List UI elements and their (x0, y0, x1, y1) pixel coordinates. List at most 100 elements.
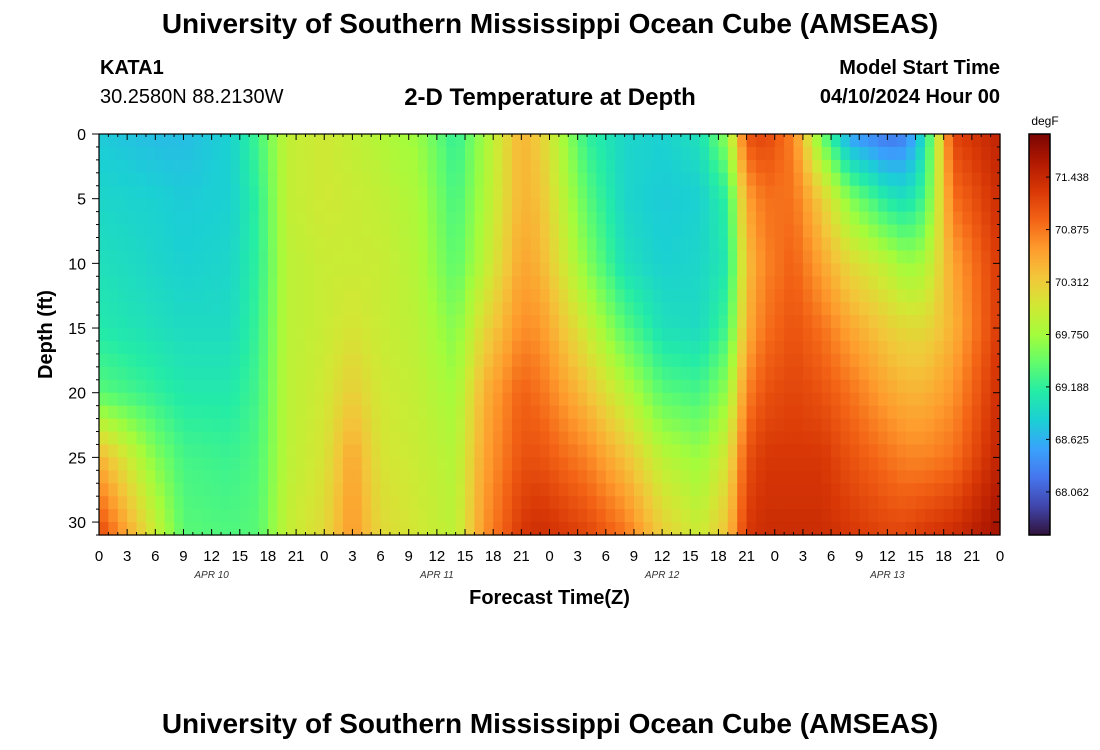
heatmap-cell (446, 185, 457, 200)
heatmap-cell (446, 250, 457, 264)
heatmap-cell (99, 470, 109, 484)
y-tick-label: 25 (68, 450, 86, 467)
heatmap-cell (502, 250, 513, 264)
heatmap-cell (596, 276, 607, 290)
heatmap-cell (239, 392, 250, 407)
heatmap-cell (136, 405, 147, 420)
heatmap-cell (906, 457, 917, 471)
heatmap-cell (324, 250, 335, 264)
heatmap-cell (568, 509, 579, 523)
heatmap-cell (446, 353, 457, 368)
heatmap-cell (192, 340, 203, 355)
heatmap-cell (277, 483, 288, 497)
heatmap-cell (145, 405, 156, 420)
date-label: APR 13 (869, 570, 905, 581)
heatmap-cell (230, 431, 241, 446)
heatmap-cell (230, 276, 241, 290)
heatmap-cell (737, 198, 748, 213)
heatmap-cell (990, 470, 1001, 484)
heatmap-cell (662, 340, 673, 355)
heatmap-cell (953, 315, 964, 329)
heatmap-cell (211, 172, 222, 187)
heatmap-cell (821, 146, 832, 161)
heatmap-cell (981, 198, 992, 213)
heatmap-cell (831, 418, 842, 433)
heatmap-cell (446, 431, 457, 446)
heatmap-cell (502, 496, 513, 510)
heatmap-cell (877, 289, 888, 303)
heatmap-cell (286, 263, 297, 277)
heatmap-cell (737, 340, 748, 355)
heatmap-cell (465, 159, 476, 174)
heatmap-cell (831, 431, 842, 446)
heatmap-cell (793, 224, 804, 239)
heatmap-cell (483, 172, 494, 187)
heatmap-cell (868, 366, 879, 381)
heatmap-cell (305, 340, 316, 355)
heatmap-cell (737, 289, 748, 303)
heatmap-cell (906, 366, 917, 381)
heatmap-cell (924, 159, 935, 174)
heatmap-cell (145, 522, 156, 536)
heatmap-cell (680, 289, 691, 303)
heatmap-cell (699, 146, 710, 161)
heatmap-cell (305, 224, 316, 239)
heatmap-cell (202, 250, 213, 264)
heatmap-cell (418, 224, 429, 239)
heatmap-cell (540, 250, 551, 264)
heatmap-cell (558, 483, 569, 497)
heatmap-cell (953, 289, 964, 303)
heatmap-cell (361, 366, 372, 381)
heatmap-cell (812, 366, 823, 381)
heatmap-cell (962, 289, 973, 303)
heatmap-cell (953, 366, 964, 381)
heatmap-cell (333, 315, 344, 329)
heatmap-cell (859, 483, 870, 497)
heatmap-cell (267, 134, 278, 148)
heatmap-cell (793, 405, 804, 420)
heatmap-cell (249, 146, 260, 161)
heatmap-cell (624, 276, 635, 290)
heatmap-cell (239, 457, 250, 471)
heatmap-cell (136, 366, 147, 381)
heatmap-cell (324, 353, 335, 368)
heatmap-cell (343, 134, 354, 148)
heatmap-cell (343, 263, 354, 277)
heatmap-cell (859, 237, 870, 252)
heatmap-cell (258, 353, 269, 368)
heatmap-cell (343, 366, 354, 381)
heatmap-cell (343, 509, 354, 523)
heatmap-cell (258, 172, 269, 187)
heatmap-cell (971, 392, 982, 407)
heatmap-cell (831, 134, 842, 148)
heatmap-cell (558, 405, 569, 420)
heatmap-cell (849, 353, 860, 368)
heatmap-cell (530, 522, 541, 536)
heatmap-cell (343, 340, 354, 355)
heatmap-cell (408, 457, 419, 471)
heatmap-cell (389, 328, 400, 342)
heatmap-cell (493, 263, 504, 277)
heatmap-cell (577, 159, 588, 174)
heatmap-cell (249, 302, 260, 316)
heatmap-cell (127, 289, 138, 303)
heatmap-cell (596, 185, 607, 200)
heatmap-cell (699, 224, 710, 239)
heatmap-cell (258, 457, 269, 471)
heatmap-cell (371, 353, 382, 368)
heatmap-cell (981, 211, 992, 226)
heatmap-cell (221, 302, 231, 316)
heatmap-cell (615, 328, 626, 342)
heatmap-cell (296, 315, 307, 329)
heatmap-cell (511, 509, 522, 523)
heatmap-cell (633, 289, 644, 303)
heatmap-cell (859, 457, 870, 471)
heatmap-cell (868, 315, 879, 329)
heatmap-cell (690, 483, 701, 497)
heatmap-cell (765, 198, 776, 213)
heatmap-cell (831, 340, 842, 355)
heatmap-cell (399, 185, 410, 200)
heatmap-cell (389, 198, 400, 213)
heatmap-cell (821, 366, 832, 381)
heatmap-cell (962, 159, 973, 174)
